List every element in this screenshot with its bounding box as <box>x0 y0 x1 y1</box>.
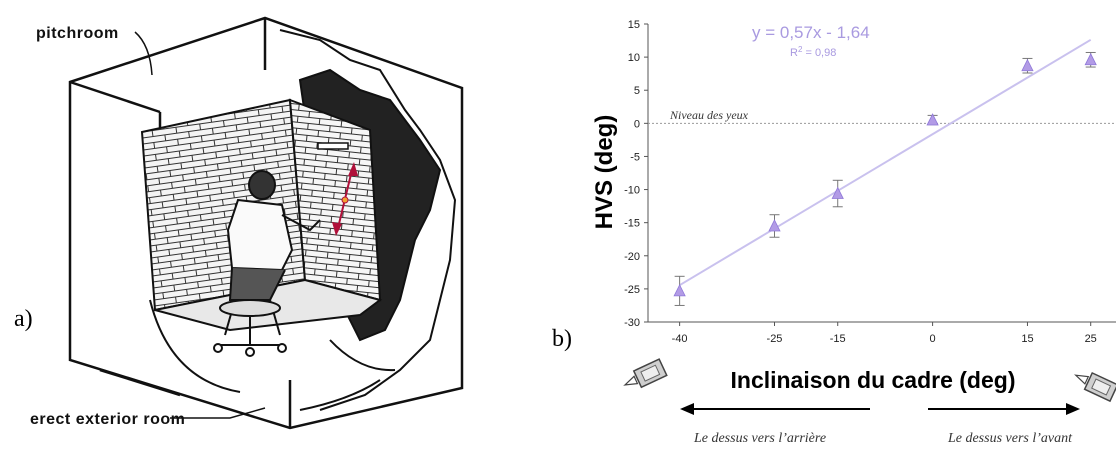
x-tick-label: 0 <box>930 333 936 345</box>
forward-direction-arrow <box>928 403 1080 415</box>
y-tick-label: 10 <box>628 52 640 64</box>
pitchroom-caption: pitchroom <box>36 25 119 42</box>
y-tick-label: -10 <box>624 185 640 197</box>
chart-panel: b) 15 10 5 0 -5 -10 -15 -20 -25 -30 -40 -25 -15 0 15 2… <box>540 0 1116 446</box>
triangle-marker <box>673 283 686 297</box>
data-point <box>673 275 686 306</box>
y-tick-group: 15 10 5 0 -5 -10 -15 -20 -25 -30 <box>624 19 648 329</box>
tilt-back-icon <box>623 358 668 389</box>
pitchroom-illustration: pitchroom erect exterior room <box>30 16 464 430</box>
x-tick-group: -40 -25 -15 0 15 25 <box>672 322 1097 345</box>
back-direction-label: Le dessus vers l’arrière <box>693 431 826 446</box>
x-axis-label: Inclinaison du cadre (deg) <box>731 367 1016 393</box>
exterior-room-outline <box>68 16 464 430</box>
hvs-chart: 15 10 5 0 -5 -10 -15 -20 -25 -30 -40 -25 -15 0 15 25 N… <box>591 19 1116 446</box>
triangle-marker <box>1084 52 1097 66</box>
panel-b-label: b) <box>552 326 572 352</box>
y-tick-label: 0 <box>634 118 640 130</box>
data-point <box>831 179 844 208</box>
trendline-equation: y = 0,57x - 1,64 <box>752 23 870 42</box>
data-points <box>673 51 1097 306</box>
data-point <box>768 214 781 238</box>
exterior-room-caption: erect exterior room <box>30 411 185 428</box>
pitchroom-illustration-panel: pitchroom erect exterior room a) <box>0 0 540 446</box>
rocker-arcs <box>149 299 396 411</box>
pitchroom-leader-line <box>134 31 153 76</box>
r-squared: R2 = 0,98 <box>790 45 836 59</box>
y-axis-label: HVS (deg) <box>591 115 618 230</box>
y-tick-label: 5 <box>634 85 640 97</box>
x-tick-label: -40 <box>672 333 688 345</box>
brick-wall-right <box>288 98 382 302</box>
triangle-marker <box>1021 58 1034 72</box>
data-point <box>1021 57 1034 74</box>
triangle-marker <box>926 113 939 126</box>
eye-level-label: Niveau des yeux <box>669 108 749 122</box>
seated-person <box>213 170 321 357</box>
data-point <box>1084 51 1097 68</box>
x-tick-label: 15 <box>1021 333 1033 345</box>
y-tick-label: -20 <box>624 251 640 263</box>
back-direction-arrow <box>680 403 870 415</box>
torn-outer-edge <box>279 29 457 411</box>
triangle-marker <box>831 186 844 199</box>
y-tick-label: -25 <box>624 284 640 296</box>
trendline <box>679 38 1092 287</box>
x-tick-label: -25 <box>767 333 783 345</box>
exterior-room-leader-line <box>170 407 266 419</box>
tilt-forward-icon <box>1074 371 1116 403</box>
y-tick-label: -15 <box>624 218 640 230</box>
triangle-marker <box>768 219 781 232</box>
ceiling-light <box>317 142 349 150</box>
x-tick-label: 25 <box>1085 333 1097 345</box>
visual-vertical-indicator <box>332 162 358 236</box>
forward-direction-label: Le dessus vers l’avant <box>947 431 1073 446</box>
y-tick-label: 15 <box>628 19 640 31</box>
y-tick-label: -5 <box>630 151 640 163</box>
y-tick-label: -30 <box>624 317 640 329</box>
x-tick-label: -15 <box>830 333 846 345</box>
data-point <box>926 113 939 126</box>
panel-a-label: a) <box>14 306 33 332</box>
